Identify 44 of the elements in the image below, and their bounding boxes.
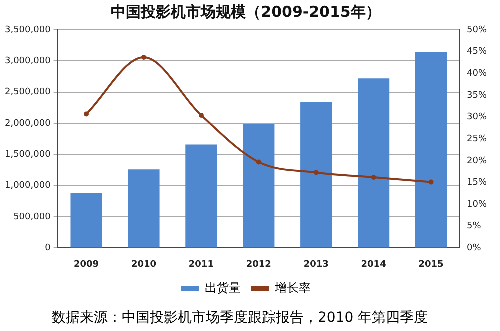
y2-tick-label: 10% (466, 200, 488, 210)
bar (70, 193, 102, 248)
y2-tick-label: 25% (466, 134, 488, 144)
chart-title: 中国投影机市场规模（2009-2015年） (111, 2, 381, 21)
point (141, 54, 146, 60)
y2-tick-label: 20% (466, 156, 488, 166)
x-tick-label: 2014 (361, 260, 386, 270)
x-tick-label: 2012 (246, 260, 272, 270)
y-tick-label: 2,500,000 (4, 88, 52, 98)
bar (300, 102, 332, 248)
y-tick-label: 0 (45, 244, 52, 254)
x-tick-label: 2010 (131, 260, 157, 270)
point (256, 160, 262, 165)
point (314, 170, 319, 176)
source-note: 数据来源：中国投影机市场季度跟踪报告，2010 年第四季度 (52, 310, 428, 326)
y2-tick-label: 0% (466, 244, 482, 254)
y-tick-label: 1,500,000 (4, 150, 52, 160)
y2-tick-label: 40% (466, 68, 488, 79)
bar (358, 78, 390, 248)
point (371, 175, 376, 180)
y2-tick-label: 35% (466, 90, 488, 101)
y-tick-label: 2,000,000 (4, 118, 52, 129)
bar (186, 144, 218, 248)
point (84, 112, 90, 117)
y-tick-label: 500,000 (14, 212, 52, 222)
x-tick-label: 2011 (188, 260, 214, 270)
y2-tick-label: 5% (466, 222, 482, 232)
y2-tick-label: 45% (466, 47, 488, 58)
y-tick-label: 1,000,000 (4, 181, 52, 192)
y2-tick-label: 50% (466, 25, 488, 36)
bar (128, 170, 160, 248)
bar (415, 52, 448, 248)
legend-label: 出货量 (205, 281, 241, 296)
x-tick-label: 2013 (304, 260, 329, 270)
y-tick-label: 3,000,000 (4, 56, 52, 67)
bar (243, 124, 275, 248)
x-tick-label: 2009 (74, 260, 100, 270)
y-tick-label: 3,500,000 (4, 25, 52, 36)
legend-label: 增长率 (274, 281, 311, 296)
x-tick-label: 2015 (418, 260, 444, 270)
y2-tick-label: 15% (466, 178, 488, 188)
point (428, 180, 434, 185)
point (198, 113, 204, 118)
y2-tick-label: 30% (466, 112, 488, 123)
